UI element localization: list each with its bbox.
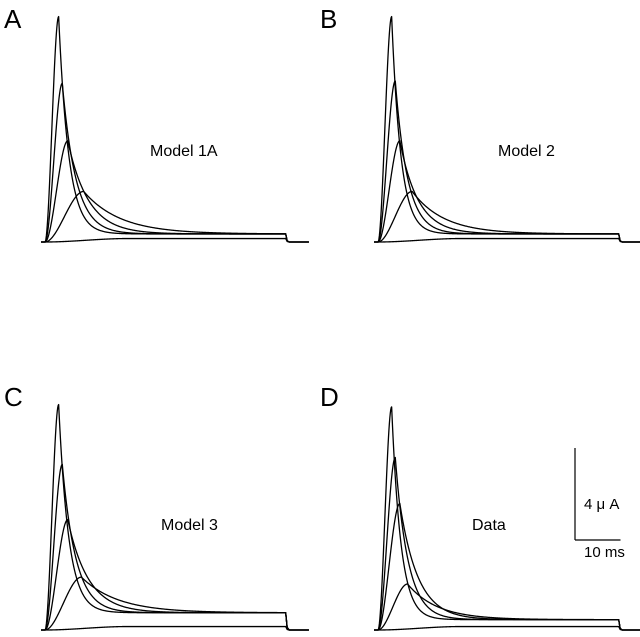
trace-d-3 xyxy=(374,502,640,631)
panel-label-model-1a: Model 1A xyxy=(150,143,218,160)
trace-b-4 xyxy=(374,190,640,243)
trace-d-1 xyxy=(374,406,640,631)
trace-c-2 xyxy=(41,463,309,631)
trace-a-4 xyxy=(41,190,309,243)
panel-d: D Data xyxy=(320,382,640,631)
panel-label-model-2: Model 2 xyxy=(498,143,555,160)
scale-bar: 4 μ A 10 ms xyxy=(574,448,625,561)
trace-b-2 xyxy=(374,80,640,243)
trace-d-5 xyxy=(374,625,640,631)
trace-a-5 xyxy=(41,237,309,243)
panel-c-traces xyxy=(41,403,309,631)
panel-c: C Model 3 xyxy=(4,382,309,631)
panel-d-traces xyxy=(374,406,640,631)
trace-d-4 xyxy=(374,583,640,631)
panel-b-traces xyxy=(374,15,640,243)
trace-c-4 xyxy=(41,576,309,631)
panel-a: A Model 1A xyxy=(4,4,309,243)
panel-label-data: Data xyxy=(472,517,506,534)
trace-a-2 xyxy=(41,82,309,243)
trace-b-1 xyxy=(374,15,640,243)
trace-b-5 xyxy=(374,237,640,243)
panel-letter-b: B xyxy=(320,4,337,34)
scale-bar-current-label: 4 μ A xyxy=(584,496,619,513)
panel-a-traces xyxy=(41,15,309,243)
panel-letter-c: C xyxy=(4,382,23,412)
trace-a-1 xyxy=(41,15,309,243)
trace-c-5 xyxy=(41,625,309,631)
panel-letter-d: D xyxy=(320,382,339,412)
panel-letter-a: A xyxy=(4,4,22,34)
scale-bar-time-label: 10 ms xyxy=(584,544,625,561)
panel-label-model-3: Model 3 xyxy=(161,517,218,534)
panel-b: B Model 2 xyxy=(320,4,640,243)
